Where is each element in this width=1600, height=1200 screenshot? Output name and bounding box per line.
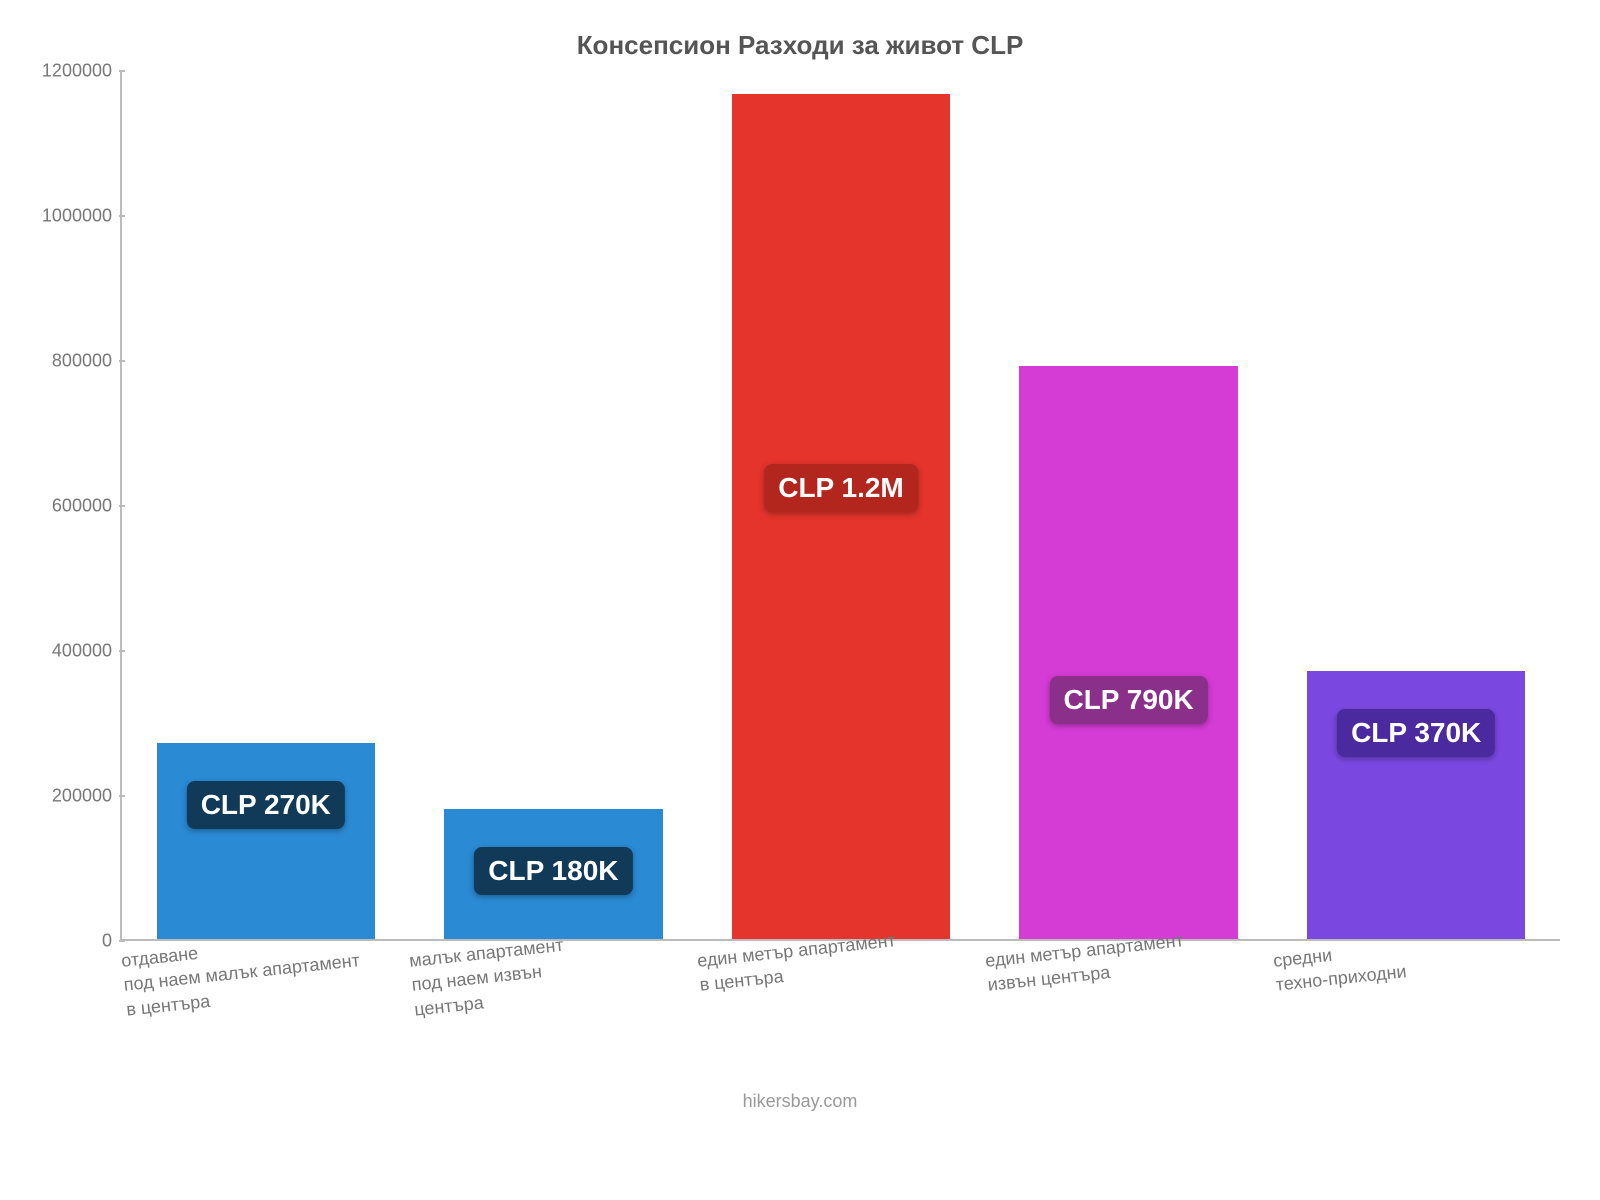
bar-slot: CLP 790K (985, 71, 1273, 939)
x-axis-label: средни техно-приходни (1272, 935, 1408, 997)
bars-group: CLP 270K CLP 180K CLP 1.2M CLP 790K CLP 370K (122, 71, 1560, 939)
bar: CLP 790K (1019, 366, 1238, 939)
bar: CLP 180K (444, 809, 663, 940)
y-tick-label: 1000000 (42, 206, 122, 227)
x-label-slot: средни техно-приходни (1272, 941, 1560, 1091)
bar-value-badge: CLP 1.2M (764, 464, 918, 512)
bar-slot: CLP 1.2M (697, 71, 985, 939)
bar-value-badge: CLP 180K (474, 847, 632, 895)
bar-value-badge: CLP 370K (1337, 709, 1495, 757)
x-label-slot: един метър апартамент извън центъра (984, 941, 1272, 1091)
y-tick-label: 800000 (52, 351, 122, 372)
bar: CLP 270K (157, 743, 376, 939)
y-tick-label: 600000 (52, 496, 122, 517)
attribution-footer: hikersbay.com (40, 1091, 1560, 1112)
chart-title: Консепсион Разходи за живот CLP (40, 30, 1560, 61)
bar-value-badge: CLP 790K (1049, 676, 1207, 724)
plot-area: CLP 270K CLP 180K CLP 1.2M CLP 790K CLP 370K… (120, 71, 1560, 941)
y-tick-label: 1200000 (42, 61, 122, 82)
bar-slot: CLP 180K (410, 71, 698, 939)
y-tick-label: 200000 (52, 786, 122, 807)
x-axis-labels: отдаване под наем малък апартамент в цен… (120, 941, 1560, 1091)
x-label-slot: един метър апартамент в центъра (696, 941, 984, 1091)
y-tick-label: 400000 (52, 641, 122, 662)
x-label-slot: малък апартамент под наем извън центъра (408, 941, 696, 1091)
bar-slot: CLP 370K (1272, 71, 1560, 939)
x-axis-label: малък апартамент под наем извън центъра (408, 933, 570, 1022)
x-label-slot: отдаване под наем малък апартамент в цен… (120, 941, 408, 1091)
bar-value-badge: CLP 270K (187, 781, 345, 829)
bar-slot: CLP 270K (122, 71, 410, 939)
bar: CLP 1.2M (732, 94, 951, 939)
chart-container: Консепсион Разходи за живот CLP CLP 270K… (0, 0, 1600, 1200)
bar: CLP 370K (1307, 671, 1526, 939)
